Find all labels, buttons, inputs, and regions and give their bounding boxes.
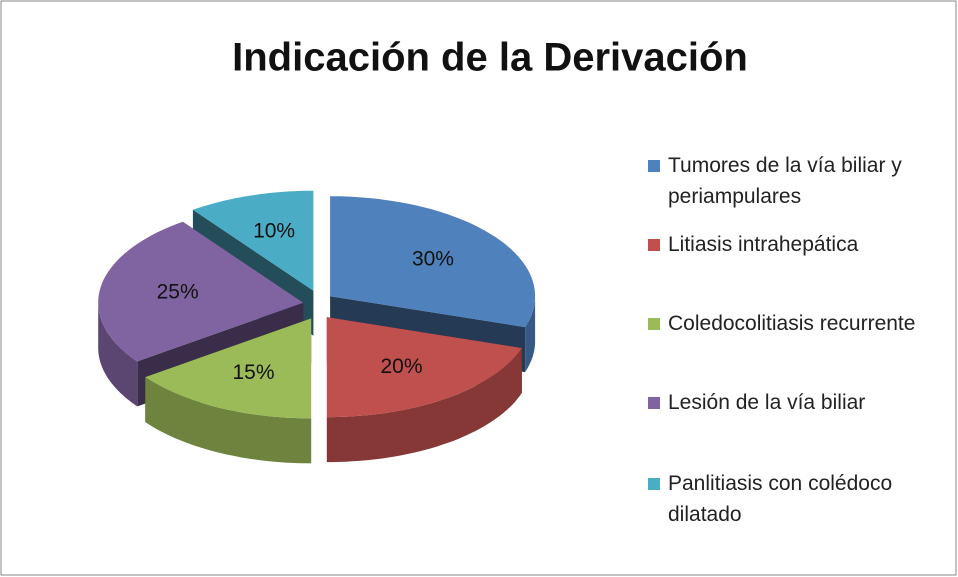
legend-item: Coledocolitiasis recurrente [648, 308, 938, 339]
data-label: 25% [157, 281, 199, 304]
legend-item: Tumores de la vía biliar y periampulares [648, 150, 938, 212]
slice [330, 196, 536, 328]
legend-item: Lesión de la vía biliar [648, 387, 938, 418]
legend-item: Litiasis intrahepática [648, 229, 938, 260]
data-label: 30% [412, 247, 454, 270]
chart-title: Indicación de la Derivación [232, 36, 748, 80]
legend-label: Tumores de la vía biliar y periampulares [668, 154, 902, 208]
legend-swatch [648, 160, 660, 172]
slice-wall [145, 377, 312, 464]
legend-swatch [648, 318, 660, 330]
legend-label: Coledocolitiasis recurrente [668, 312, 916, 335]
slice-wall [326, 348, 522, 463]
slice [192, 190, 314, 291]
slice-wall [98, 302, 138, 407]
data-label: 10% [253, 219, 295, 242]
legend-label: Panlitiasis con colédoco dilatado [668, 472, 893, 526]
legend-swatch [648, 239, 660, 251]
legend-swatch [648, 397, 660, 409]
slice-wall [525, 296, 536, 373]
data-label: 15% [232, 361, 274, 384]
legend-label: Lesión de la vía biliar [668, 391, 866, 414]
legend-label: Litiasis intrahepática [668, 233, 859, 256]
legend-item: Panlitiasis con colédoco dilatado [648, 468, 938, 530]
data-label: 20% [381, 355, 423, 378]
slice [326, 317, 522, 418]
slice [98, 221, 304, 362]
legend-swatch [648, 478, 660, 490]
slice [145, 318, 312, 419]
